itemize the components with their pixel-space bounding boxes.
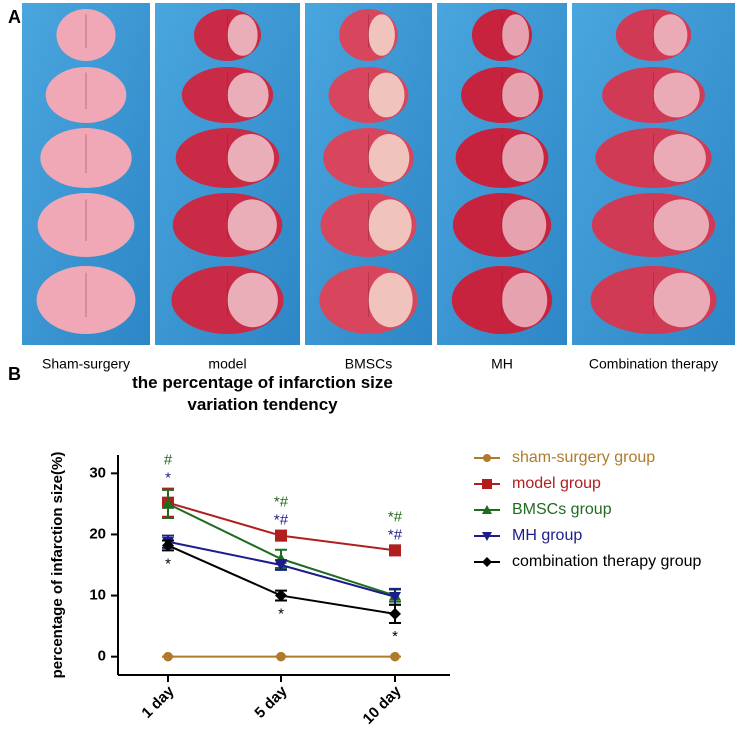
photo-label: BMSCs [345, 356, 392, 372]
marker [482, 557, 492, 567]
slice-pale [227, 72, 269, 118]
brain-slice [40, 128, 132, 188]
photo-label: Combination therapy [589, 356, 718, 372]
legend-label: sham-surgery group [512, 449, 655, 466]
slice-pale [502, 134, 544, 182]
significance-mark: *# [274, 494, 289, 511]
chart-title: the percentage of infarction size variat… [132, 373, 393, 414]
marker [389, 607, 401, 620]
slice-pale [368, 199, 412, 251]
slice-pale [501, 272, 548, 328]
significance-mark: * [165, 555, 171, 572]
slice-pale [227, 199, 277, 251]
marker [483, 454, 491, 462]
marker [390, 651, 400, 662]
slice-pale [227, 272, 278, 328]
y-tick-label: 20 [89, 525, 106, 542]
marker [389, 544, 401, 557]
slice-pale [368, 272, 413, 328]
x-tick-label: 10 day [360, 682, 406, 728]
photo-label: MH [491, 356, 513, 372]
significance-mark: *# [388, 526, 403, 543]
significance-mark: *# [274, 512, 289, 529]
legend-label: BMSCs group [512, 501, 612, 518]
y-tick-label: 0 [98, 648, 106, 665]
y-tick-label: 30 [89, 464, 106, 481]
brain-slice [37, 193, 135, 257]
panel-label: A [8, 7, 21, 27]
significance-mark: * [165, 470, 171, 487]
slice-pale [368, 14, 395, 56]
slice-pale [653, 134, 706, 182]
panel-label: B [8, 364, 21, 384]
slice-pale [502, 72, 539, 118]
marker [275, 560, 287, 571]
significance-mark: *# [388, 508, 403, 525]
slice-pale [653, 72, 700, 118]
brain-slice [56, 9, 116, 61]
brain-slice [36, 266, 136, 334]
significance-mark: # [164, 452, 173, 469]
photo-label: model [208, 356, 246, 372]
marker [162, 497, 174, 509]
slice-pale [227, 14, 258, 56]
marker [482, 505, 492, 514]
slice-pale [368, 72, 405, 118]
slice-pale [227, 134, 275, 182]
legend-label: MH group [512, 527, 582, 544]
significance-mark: * [392, 628, 398, 645]
marker [275, 589, 287, 602]
marker [276, 651, 286, 662]
slice-pale [502, 14, 530, 56]
slice-pale [368, 134, 410, 182]
slice-pale [653, 272, 711, 328]
photo-label: Sham-surgery [42, 356, 130, 372]
marker [482, 479, 492, 489]
marker [163, 651, 173, 662]
marker [482, 532, 492, 541]
marker [162, 539, 174, 552]
x-tick-label: 1 day [138, 682, 178, 722]
marker [389, 591, 401, 603]
slice-pale [653, 199, 709, 251]
y-axis-label: percentage of infarction size(%) [49, 452, 66, 679]
y-tick-label: 10 [89, 587, 106, 604]
photo-panel: Sham-surgery model BMSCs MH Combination ther… [22, 3, 735, 372]
marker [275, 529, 287, 542]
slice-pale [653, 14, 688, 56]
x-tick-label: 5 day [251, 682, 291, 722]
slice-pale [501, 199, 547, 251]
significance-mark: * [278, 605, 284, 622]
legend-label: model group [512, 475, 601, 492]
brain-slice [45, 67, 127, 123]
legend-label: combination therapy group [512, 553, 702, 570]
